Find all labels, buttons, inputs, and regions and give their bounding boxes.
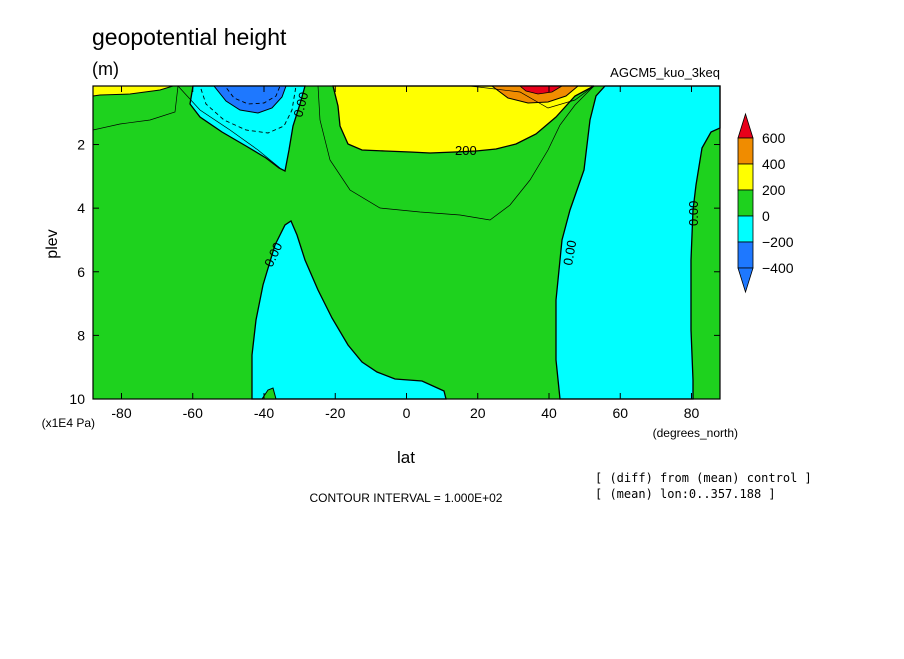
colorbar-swatch — [737, 267, 754, 294]
upper-negative-region — [189, 85, 306, 172]
plot-area: 0.00 0.00 0.00 0.00 200 — [92, 85, 721, 400]
x-tick-label: 80 — [684, 405, 700, 421]
x-tick-label: -80 — [111, 405, 131, 421]
contour-line — [317, 85, 595, 221]
colorbar-label: 200 — [762, 182, 786, 198]
lower-negative-region — [251, 220, 447, 400]
x-axis-units: (degrees_north) — [653, 426, 738, 440]
colorbar-swatch — [737, 189, 754, 217]
x-tick-label: -20 — [325, 405, 345, 421]
y-tick-label: 6 — [77, 264, 85, 280]
inner-contour — [199, 85, 297, 134]
x-tick-label: 20 — [470, 405, 486, 421]
colorbar-label: 400 — [762, 156, 786, 172]
y-axis-label: plev — [44, 229, 61, 258]
contour-label: 0.00 — [686, 201, 701, 226]
y-axis-units: (x1E4 Pa) — [42, 416, 95, 430]
chart-title: geopotential height — [92, 24, 287, 50]
inner-contour — [224, 85, 281, 105]
colorbar-swatch — [737, 241, 754, 269]
colorbar-swatch — [737, 112, 754, 139]
colorbar-label: 600 — [762, 130, 786, 146]
colorbar-swatch — [737, 137, 754, 165]
diff-note: [ (diff) from (mean) control ] — [595, 471, 812, 485]
chart-units: (m) — [92, 59, 119, 79]
dataset-label: AGCM5_kuo_3keq — [610, 65, 720, 80]
x-axis-label: lat — [397, 448, 415, 467]
x-tick-label: 0 — [403, 405, 411, 421]
strong-negative-core — [212, 85, 287, 114]
colorbar-label: 0 — [762, 208, 770, 224]
colorbar: 600 400 200 0 −200 −400 — [737, 112, 794, 294]
colorbar-label: −200 — [762, 234, 794, 250]
colorbar-swatch — [737, 215, 754, 243]
inner-contour — [469, 85, 595, 109]
contour-line — [92, 85, 179, 131]
colorbar-swatch — [737, 163, 754, 191]
y-tick-label: 2 — [77, 137, 85, 153]
y-tick-label: 8 — [77, 327, 85, 343]
contour-interval-text: CONTOUR INTERVAL = 1.000E+02 — [310, 491, 503, 505]
y-tick-label: 10 — [69, 391, 85, 407]
contour-label: 0.00 — [290, 90, 311, 118]
x-tick-label: 60 — [612, 405, 628, 421]
x-tick-label: 40 — [541, 405, 557, 421]
x-tick-label: -40 — [254, 405, 274, 421]
x-tick-label: -60 — [183, 405, 203, 421]
contour-line — [177, 85, 281, 169]
colorbar-label: −400 — [762, 260, 794, 276]
y-tick-label: 4 — [77, 200, 85, 216]
contour-label: 200 — [455, 143, 477, 158]
contour-label: 0.00 — [560, 239, 579, 267]
mean-note: [ (mean) lon:0..357.188 ] — [595, 487, 776, 501]
